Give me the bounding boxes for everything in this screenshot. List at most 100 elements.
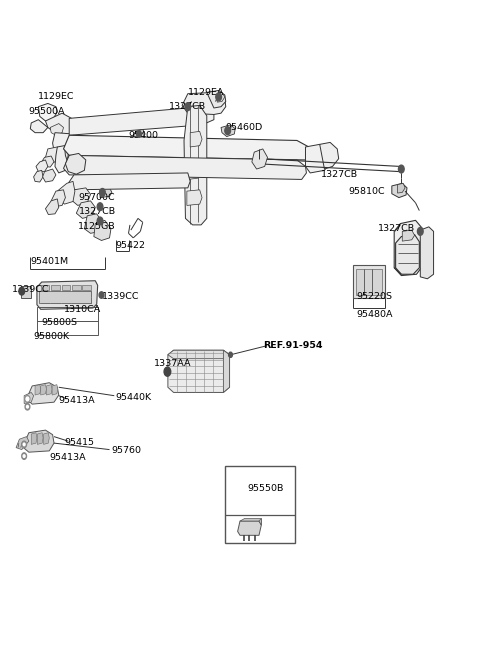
Bar: [83, 297, 91, 303]
Text: REF.91-954: REF.91-954: [263, 341, 322, 350]
Text: 95810C: 95810C: [348, 187, 385, 196]
Polygon shape: [47, 384, 52, 395]
Polygon shape: [23, 430, 54, 452]
Text: 95401M: 95401M: [30, 257, 69, 266]
Polygon shape: [188, 164, 201, 179]
Bar: [225, 466, 295, 543]
Polygon shape: [36, 160, 48, 172]
Bar: [353, 265, 385, 298]
Circle shape: [99, 291, 104, 298]
Polygon shape: [238, 521, 261, 535]
Bar: [41, 297, 49, 303]
Text: 95480A: 95480A: [356, 310, 393, 319]
Text: 95422: 95422: [116, 241, 146, 250]
Polygon shape: [187, 190, 202, 206]
Polygon shape: [217, 92, 225, 102]
Polygon shape: [37, 281, 97, 309]
Polygon shape: [402, 230, 415, 241]
Bar: [21, 286, 31, 297]
Circle shape: [225, 127, 230, 135]
Polygon shape: [26, 383, 59, 404]
Polygon shape: [31, 433, 37, 444]
Polygon shape: [394, 220, 423, 276]
Polygon shape: [46, 147, 60, 162]
Text: 1327CB: 1327CB: [321, 170, 358, 179]
Polygon shape: [51, 190, 65, 207]
Polygon shape: [50, 124, 63, 136]
Polygon shape: [38, 103, 57, 121]
Circle shape: [398, 165, 404, 173]
Bar: [41, 285, 49, 290]
Polygon shape: [43, 169, 56, 182]
Polygon shape: [46, 113, 76, 136]
Text: 1129EC: 1129EC: [38, 92, 75, 102]
Text: 1339CC: 1339CC: [102, 293, 140, 301]
Bar: [83, 285, 91, 290]
Polygon shape: [64, 142, 88, 166]
Text: 1129EA: 1129EA: [188, 88, 224, 97]
Polygon shape: [207, 90, 226, 108]
Bar: [51, 285, 60, 290]
Circle shape: [25, 403, 30, 410]
Polygon shape: [396, 234, 420, 274]
Polygon shape: [223, 350, 229, 392]
Text: 95800K: 95800K: [34, 332, 70, 341]
Polygon shape: [168, 350, 229, 392]
Text: 95400: 95400: [129, 132, 158, 140]
Polygon shape: [259, 519, 261, 525]
Bar: [72, 285, 81, 290]
Polygon shape: [52, 384, 58, 395]
Polygon shape: [41, 384, 47, 395]
Circle shape: [216, 93, 221, 101]
Text: 95220S: 95220S: [356, 292, 392, 301]
Circle shape: [23, 443, 25, 445]
Circle shape: [22, 441, 26, 447]
Polygon shape: [53, 133, 76, 153]
Text: 1327CB: 1327CB: [169, 102, 206, 111]
Polygon shape: [221, 125, 235, 136]
Polygon shape: [100, 188, 112, 198]
Polygon shape: [63, 155, 306, 179]
Polygon shape: [24, 392, 34, 403]
Bar: [72, 291, 81, 296]
Circle shape: [22, 453, 26, 459]
Text: 1337AA: 1337AA: [154, 360, 191, 368]
Text: 95413A: 95413A: [49, 453, 86, 462]
Circle shape: [97, 217, 103, 225]
Text: 1125GB: 1125GB: [78, 221, 115, 231]
Polygon shape: [63, 136, 310, 160]
Bar: [41, 291, 49, 296]
Polygon shape: [67, 151, 80, 164]
Polygon shape: [46, 199, 59, 214]
Polygon shape: [133, 130, 145, 139]
Polygon shape: [305, 144, 330, 173]
Polygon shape: [42, 156, 54, 167]
Text: 1327CB: 1327CB: [378, 224, 415, 233]
Polygon shape: [397, 183, 405, 193]
Bar: [39, 291, 91, 303]
Circle shape: [137, 131, 141, 137]
Circle shape: [25, 396, 30, 402]
Polygon shape: [94, 220, 111, 240]
Polygon shape: [182, 92, 226, 115]
Text: 95550B: 95550B: [247, 484, 284, 493]
Bar: [61, 291, 70, 296]
Polygon shape: [35, 384, 41, 395]
Text: 95460D: 95460D: [226, 123, 263, 132]
Bar: [356, 269, 382, 295]
Bar: [37, 307, 97, 321]
Polygon shape: [55, 145, 68, 173]
Bar: [72, 297, 81, 303]
Text: 95500A: 95500A: [29, 107, 65, 116]
Text: 95415: 95415: [64, 438, 95, 447]
Circle shape: [418, 227, 423, 235]
Bar: [61, 297, 70, 303]
Polygon shape: [76, 201, 96, 218]
Polygon shape: [84, 214, 102, 233]
Text: 1327CB: 1327CB: [79, 208, 116, 216]
Circle shape: [99, 189, 105, 196]
Circle shape: [26, 397, 29, 401]
Circle shape: [228, 352, 232, 358]
Polygon shape: [57, 181, 75, 204]
Text: 95700C: 95700C: [79, 193, 115, 202]
